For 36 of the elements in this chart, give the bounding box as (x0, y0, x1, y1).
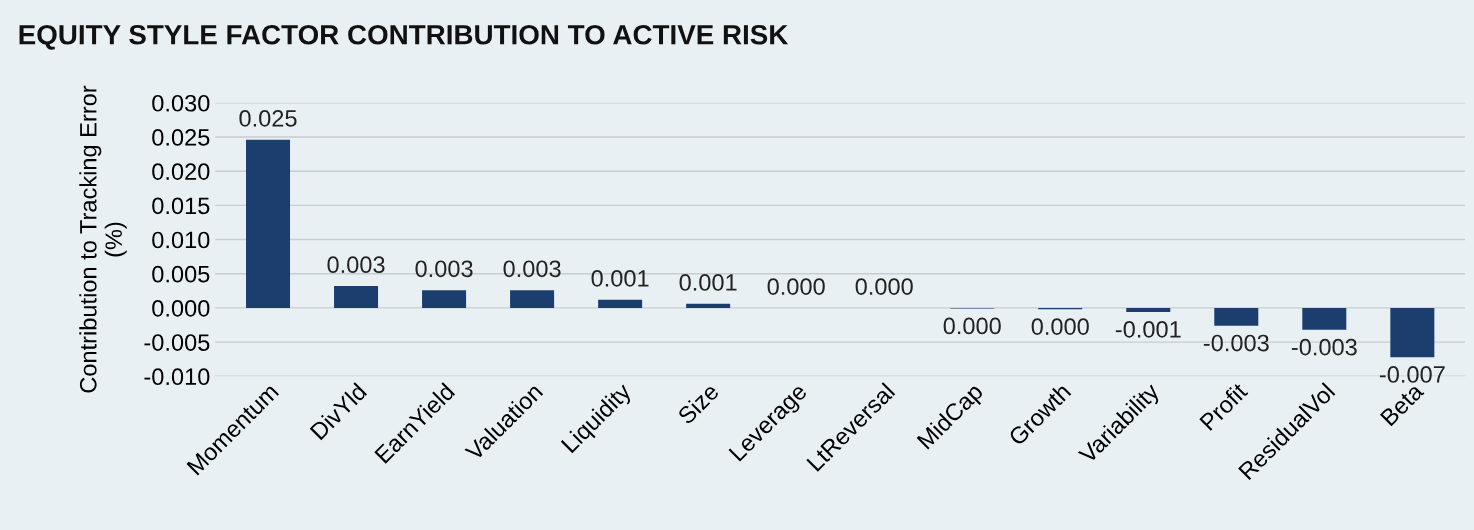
data-label: -0.003 (1291, 338, 1357, 356)
x-tick-label: Size (676, 381, 720, 426)
y-tick-label: 0.010 (152, 231, 210, 249)
y-tick-label: 0.020 (152, 163, 210, 180)
y-axis-title: Contribution to Tracking Error (%) (79, 85, 127, 393)
y-tick-label: -0.005 (144, 334, 210, 351)
y-tick-label: 0.000 (152, 300, 210, 317)
data-label: 0.003 (503, 260, 561, 278)
data-label: 0.003 (415, 260, 473, 278)
data-label: 0.000 (855, 278, 913, 295)
bar (686, 303, 731, 308)
y-tick-label: 0.025 (152, 129, 210, 146)
chart-title: EQUITY STYLE FACTOR CONTRIBUTION TO ACTIVE RISK (19, 24, 789, 50)
bar (1214, 307, 1259, 326)
bar (334, 286, 379, 308)
data-label: -0.003 (1203, 334, 1269, 352)
bar (1126, 307, 1171, 313)
bar (598, 299, 643, 308)
data-label: 0.000 (1031, 318, 1089, 335)
y-tick-label: 0.015 (152, 197, 210, 215)
data-label: 0.000 (767, 278, 825, 295)
bar (510, 290, 555, 308)
data-label: 0.001 (679, 274, 737, 291)
bar (1302, 307, 1347, 330)
data-label: 0.001 (591, 270, 649, 287)
bar (1390, 307, 1435, 358)
y-tick-label: 0.005 (152, 265, 210, 283)
bar (246, 139, 291, 308)
data-label: -0.001 (1115, 320, 1181, 338)
y-tick-label: 0.030 (152, 94, 210, 112)
data-label: -0.007 (1379, 366, 1445, 383)
data-label: 0.003 (327, 256, 385, 274)
y-tick-label: -0.010 (144, 368, 210, 386)
data-label: 0.025 (239, 110, 297, 127)
data-label: 0.000 (943, 317, 1001, 335)
bar (422, 290, 467, 308)
